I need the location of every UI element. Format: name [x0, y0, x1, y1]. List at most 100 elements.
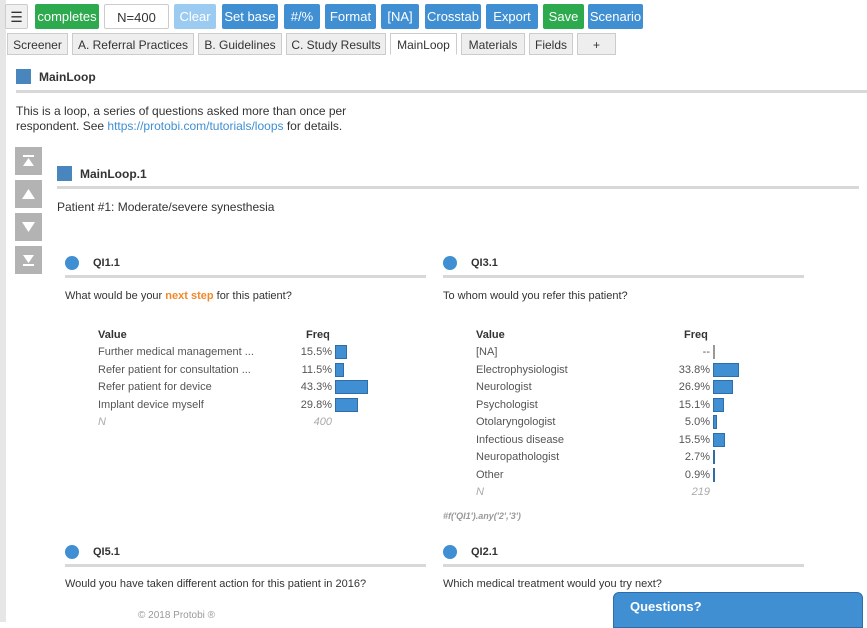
first-icon: [23, 155, 34, 166]
questions-panel-button[interactable]: Questions?: [613, 592, 863, 628]
q1-title: QI1.1: [93, 257, 120, 269]
q3-row-bar: [713, 450, 716, 464]
q3-row-bar: [713, 380, 734, 394]
tutorial-link[interactable]: https://protobi.com/tutorials/loops: [107, 119, 284, 133]
q1-row-bar: [335, 345, 347, 359]
save-button[interactable]: Save: [543, 4, 584, 29]
up-button[interactable]: [15, 180, 42, 208]
tab-add[interactable]: +: [577, 33, 616, 55]
q1-row-label[interactable]: Refer patient for consultation ...: [98, 363, 251, 376]
q2-question-text: Which medical treatment would you try ne…: [443, 578, 662, 590]
question-dot-icon: [443, 545, 457, 559]
q3-row-pct: 0.9%: [684, 468, 710, 481]
q3-title: QI3.1: [471, 257, 498, 269]
down-icon: [22, 222, 35, 232]
q1-row-pct: 29.8%: [300, 398, 332, 411]
q1-row-label[interactable]: Further medical management ...: [98, 346, 254, 358]
subsection-marker-icon: [57, 166, 72, 181]
left-edge-bar: [0, 0, 6, 622]
q3-row-pct: 33.8%: [678, 363, 710, 376]
q5-question-text: Would you have taken different action fo…: [65, 578, 367, 590]
scenario-button[interactable]: Scenario: [588, 4, 643, 29]
q1-row-bar: [335, 380, 368, 394]
tab-screener[interactable]: Screener: [7, 33, 68, 55]
q5-divider: [65, 564, 426, 567]
completes-button[interactable]: completes: [35, 4, 99, 29]
q3-col-freq: Freq: [684, 329, 708, 341]
tab-materials[interactable]: Materials: [461, 33, 525, 55]
q3-row-pct: --: [702, 346, 710, 358]
set-base-button[interactable]: Set base: [222, 4, 278, 29]
format-button[interactable]: Format: [325, 4, 376, 29]
q1-n-value: 400: [313, 416, 332, 428]
hamburger-icon: ☰: [10, 9, 23, 25]
q3-row-bar: [713, 415, 717, 429]
export-button[interactable]: Export: [486, 4, 538, 29]
last-icon: [23, 255, 34, 266]
q3-question-text: To whom would you refer this patient?: [443, 290, 628, 302]
q3-n-value: 219: [691, 486, 710, 498]
question-dot-icon: [65, 256, 79, 270]
q1-row-bar: [335, 362, 344, 377]
footer-copyright: © 2018 Protobi ®: [138, 610, 216, 621]
tab-mainloop[interactable]: MainLoop: [390, 33, 457, 55]
q1-question-text: What would be your next step for this pa…: [65, 290, 292, 302]
n-count-field[interactable]: N=400: [104, 4, 169, 29]
q3-row-label[interactable]: Neurologist: [476, 381, 532, 393]
question-dot-icon: [65, 545, 79, 559]
tab-referral-practices[interactable]: A. Referral Practices: [72, 33, 194, 55]
q3-filter-condition: #f('QI1').any('2','3'): [443, 511, 521, 521]
section-description-line2: respondent. See https://protobi.com/tuto…: [16, 119, 343, 133]
q3-row-label[interactable]: Other: [476, 468, 504, 481]
q3-row-pct: 15.1%: [678, 398, 710, 411]
q3-row-pct: 15.5%: [678, 433, 710, 446]
clear-button[interactable]: Clear: [174, 4, 216, 29]
question-dot-icon: [443, 256, 457, 270]
q3-row-bar: [713, 362, 739, 377]
q3-row-pct: 26.9%: [678, 381, 710, 393]
q3-col-value: Value: [476, 329, 505, 341]
number-percent-button[interactable]: #/%: [284, 4, 320, 29]
q3-row-bar: [713, 432, 725, 447]
section-description-line1: This is a loop, a series of questions as…: [16, 104, 347, 118]
q2-title: QI2.1: [471, 546, 498, 558]
down-button[interactable]: [15, 213, 42, 241]
q3-row-pct: 5.0%: [684, 416, 710, 428]
first-button[interactable]: [15, 147, 42, 175]
q3-divider: [443, 275, 804, 278]
crosstab-button[interactable]: Crosstab: [425, 4, 481, 29]
section-marker-icon: [16, 69, 31, 84]
last-button[interactable]: [15, 246, 42, 274]
q3-row-label[interactable]: Psychologist: [476, 398, 538, 411]
q3-row-label[interactable]: [NA]: [476, 346, 498, 358]
tab-guidelines[interactable]: B. Guidelines: [198, 33, 282, 55]
na-button[interactable]: [NA]: [381, 4, 419, 29]
q3-row-label[interactable]: Electrophysiologist: [476, 363, 568, 376]
q1-row-pct: 11.5%: [301, 363, 332, 376]
q1-col-value: Value: [98, 329, 127, 341]
q1-divider: [65, 275, 426, 278]
q1-row-pct: 15.5%: [300, 346, 332, 358]
q3-n-label: N: [476, 486, 484, 498]
tab-study-results[interactable]: C. Study Results: [286, 33, 386, 55]
q5-title: QI5.1: [93, 546, 120, 558]
up-icon: [22, 189, 35, 199]
subsection-title: MainLoop.1: [80, 167, 147, 181]
q1-row-label[interactable]: Implant device myself: [98, 398, 204, 411]
section-title: MainLoop: [39, 70, 96, 84]
q1-col-freq: Freq: [306, 329, 330, 341]
section-divider: [16, 90, 867, 93]
q3-row-bar: [713, 397, 725, 412]
q1-row-pct: 43.3%: [300, 381, 332, 393]
q1-row-label[interactable]: Refer patient for device: [98, 381, 212, 393]
q3-row-label[interactable]: Infectious disease: [476, 433, 565, 446]
tab-fields[interactable]: Fields: [529, 33, 573, 55]
q3-row-label[interactable]: Otolaryngologist: [476, 416, 556, 428]
q1-n-label: N: [98, 416, 106, 428]
q3-row-bar: [713, 467, 715, 482]
menu-button[interactable]: ☰: [5, 4, 28, 29]
q3-row-label[interactable]: Neuropathologist: [476, 451, 560, 463]
q3-row-bar: [713, 345, 715, 359]
q2-divider: [443, 564, 804, 567]
patient-description: Patient #1: Moderate/severe synesthesia: [57, 200, 275, 214]
